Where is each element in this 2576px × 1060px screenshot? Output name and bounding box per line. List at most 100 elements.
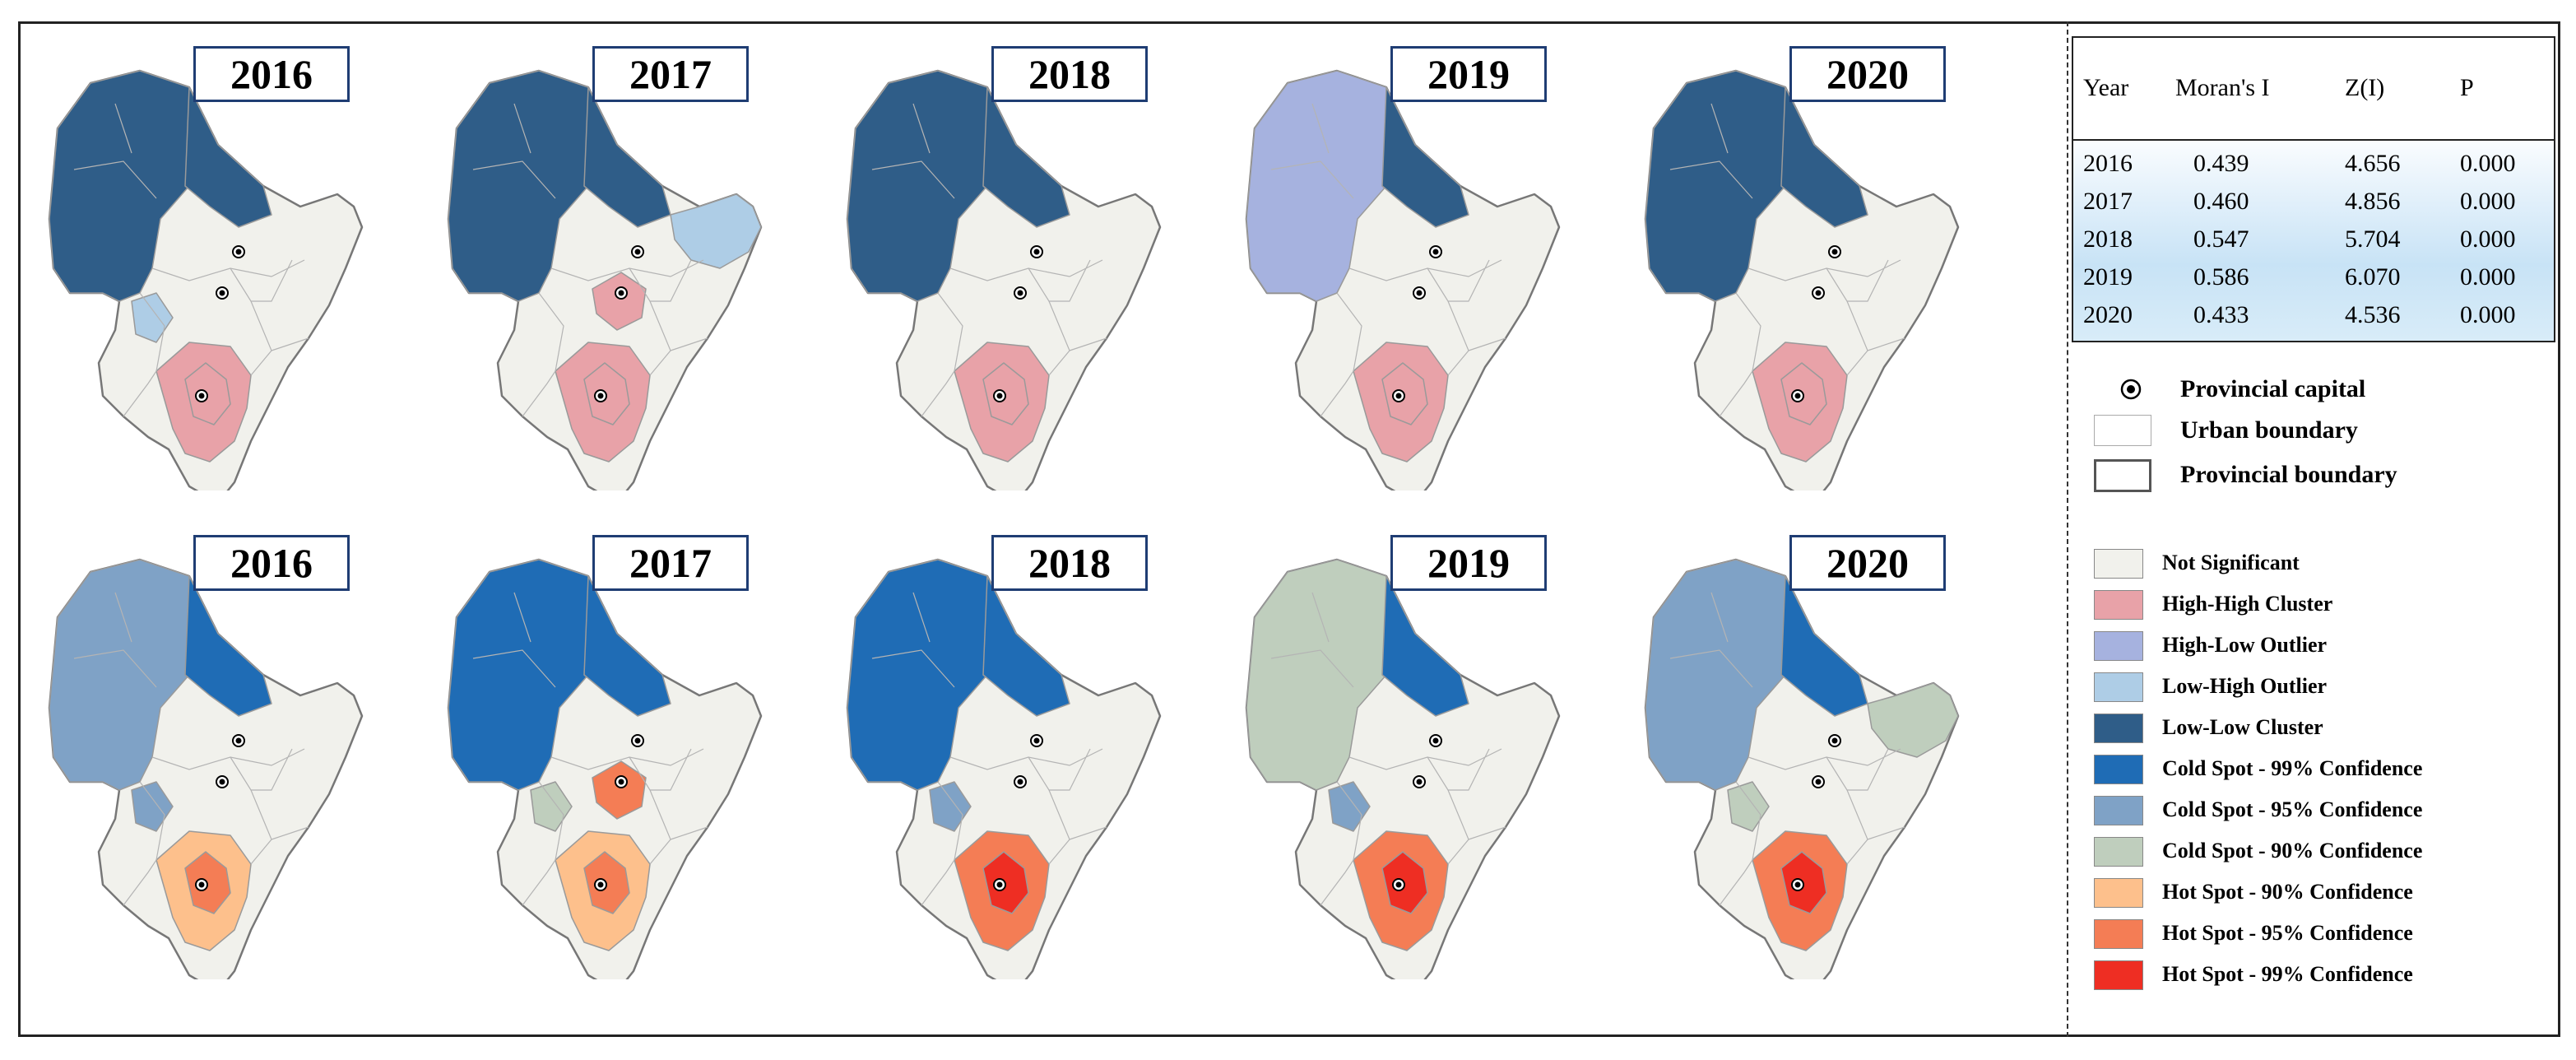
urban-boundary — [921, 859, 955, 906]
urban-boundary — [670, 337, 708, 351]
urban-boundary — [1311, 592, 1330, 643]
map-svg — [846, 69, 1162, 490]
year-label: 2018 — [991, 535, 1148, 591]
legend-label: Low-High Outlier — [2162, 674, 2328, 698]
region-center — [592, 272, 647, 331]
urban-boundary — [912, 103, 931, 154]
region-nw — [448, 70, 618, 302]
legend-label: Hot Spot - 99% Confidence — [2162, 962, 2413, 986]
year-label: 2019 — [1390, 535, 1547, 591]
provincial-capital-dot — [1395, 393, 1402, 399]
urban-boundary — [937, 781, 963, 861]
provincial-capital-dot — [1033, 737, 1040, 744]
region-east-ring — [1867, 682, 1959, 758]
row-year: 2019 — [2083, 263, 2133, 291]
lisa-map-2018: 2018 — [823, 30, 1209, 490]
urban-boundary — [522, 370, 556, 417]
urban-boundary — [1468, 337, 1506, 351]
provincial-capital-dot — [1794, 393, 1801, 399]
row-z: 6.070 — [2345, 263, 2401, 291]
row-morans-i: 0.586 — [2193, 263, 2249, 291]
lisa-map-2020: 2020 — [1621, 30, 2007, 490]
capital-dot-icon — [2120, 379, 2142, 400]
legend-swatch — [2094, 960, 2143, 990]
hotspot-map-2018: 2018 — [823, 518, 1209, 979]
urban-boundary — [513, 592, 531, 643]
region-extra — [1727, 781, 1770, 832]
region-center — [592, 760, 647, 820]
provincial-capital-dot — [1432, 249, 1439, 255]
region-nw — [49, 70, 219, 302]
row-z: 4.536 — [2345, 301, 2401, 328]
map-svg — [48, 69, 364, 490]
row-p: 0.000 — [2460, 188, 2516, 215]
region-ne — [1780, 86, 1868, 228]
urban-boundary — [1735, 781, 1761, 861]
urban-boundary — [522, 859, 556, 906]
header-p: P — [2460, 74, 2474, 101]
header-morans-i: Moran's I — [2175, 74, 2270, 101]
legend-label: Not Significant — [2162, 551, 2300, 574]
provincial-capital-dot — [1815, 290, 1822, 296]
provincial-capital-dot — [1794, 881, 1801, 888]
row-year: 2020 — [2083, 301, 2133, 328]
region-ne — [982, 86, 1070, 228]
row-z: 5.704 — [2345, 225, 2401, 253]
urban-boundary — [472, 649, 556, 688]
region-nw — [847, 559, 1017, 791]
map-svg — [48, 558, 364, 979]
urban-boundary — [1320, 370, 1354, 417]
provincial-capital-dot — [1831, 737, 1838, 744]
urban-boundary — [670, 826, 708, 840]
region-nw — [1645, 70, 1815, 302]
provincial-capital-dot — [634, 249, 641, 255]
legend-label: Hot Spot - 90% Confidence — [2162, 880, 2413, 904]
urban-boundary — [139, 292, 165, 372]
urban-boundary — [1735, 292, 1761, 372]
provincial-capital-dot — [235, 249, 242, 255]
year-label: 2018 — [991, 46, 1148, 102]
legend-label: Cold Spot - 90% Confidence — [2162, 839, 2423, 862]
hotspot-map-2020: 2020 — [1621, 518, 2007, 979]
urban-boundary — [1270, 649, 1354, 688]
urban-boundary — [871, 160, 955, 199]
row-p: 0.000 — [2460, 150, 2516, 177]
map-svg — [447, 558, 763, 979]
row-year: 2016 — [2083, 150, 2133, 177]
urban-boundary — [1028, 259, 1091, 302]
provincial-capital-dot — [1432, 737, 1439, 744]
region-ne — [1381, 575, 1469, 717]
row-morans-i: 0.439 — [2193, 150, 2249, 177]
urban-boundary — [1336, 292, 1362, 372]
urban-boundary — [472, 160, 556, 199]
map-svg — [447, 69, 763, 490]
urban-boundary — [139, 781, 165, 861]
year-label: 2020 — [1789, 46, 1946, 102]
provincial-capital-dot — [634, 737, 641, 744]
urban-boundary — [123, 370, 157, 417]
urban-boundary — [1719, 859, 1753, 906]
urban-boundary — [1320, 859, 1354, 906]
urban-boundary — [1826, 259, 1889, 302]
legend-swatch — [2094, 714, 2143, 743]
legend-label: Cold Spot - 95% Confidence — [2162, 797, 2423, 821]
row-p: 0.000 — [2460, 225, 2516, 253]
urban-boundary — [1069, 337, 1107, 351]
region-ne — [583, 575, 671, 717]
legend-swatch — [2094, 590, 2143, 620]
urban-boundary — [1669, 649, 1753, 688]
provincial-capital-dot — [597, 881, 604, 888]
provincial-capital-dot — [597, 393, 604, 399]
provincial-capital-dot — [1395, 881, 1402, 888]
region-extra — [530, 781, 573, 832]
legend-swatch — [2094, 631, 2143, 661]
legend-label: High-Low Outlier — [2162, 633, 2328, 657]
region-east-ring — [670, 193, 762, 269]
legend-swatch — [2094, 919, 2143, 949]
hotspot-map-2016: 2016 — [25, 518, 411, 979]
provincial-capital-dot — [1017, 779, 1023, 785]
urban-boundary — [1719, 370, 1753, 417]
urban-boundary — [73, 160, 157, 199]
urban-boundary — [1427, 259, 1490, 302]
panel-divider — [2067, 21, 2068, 1037]
